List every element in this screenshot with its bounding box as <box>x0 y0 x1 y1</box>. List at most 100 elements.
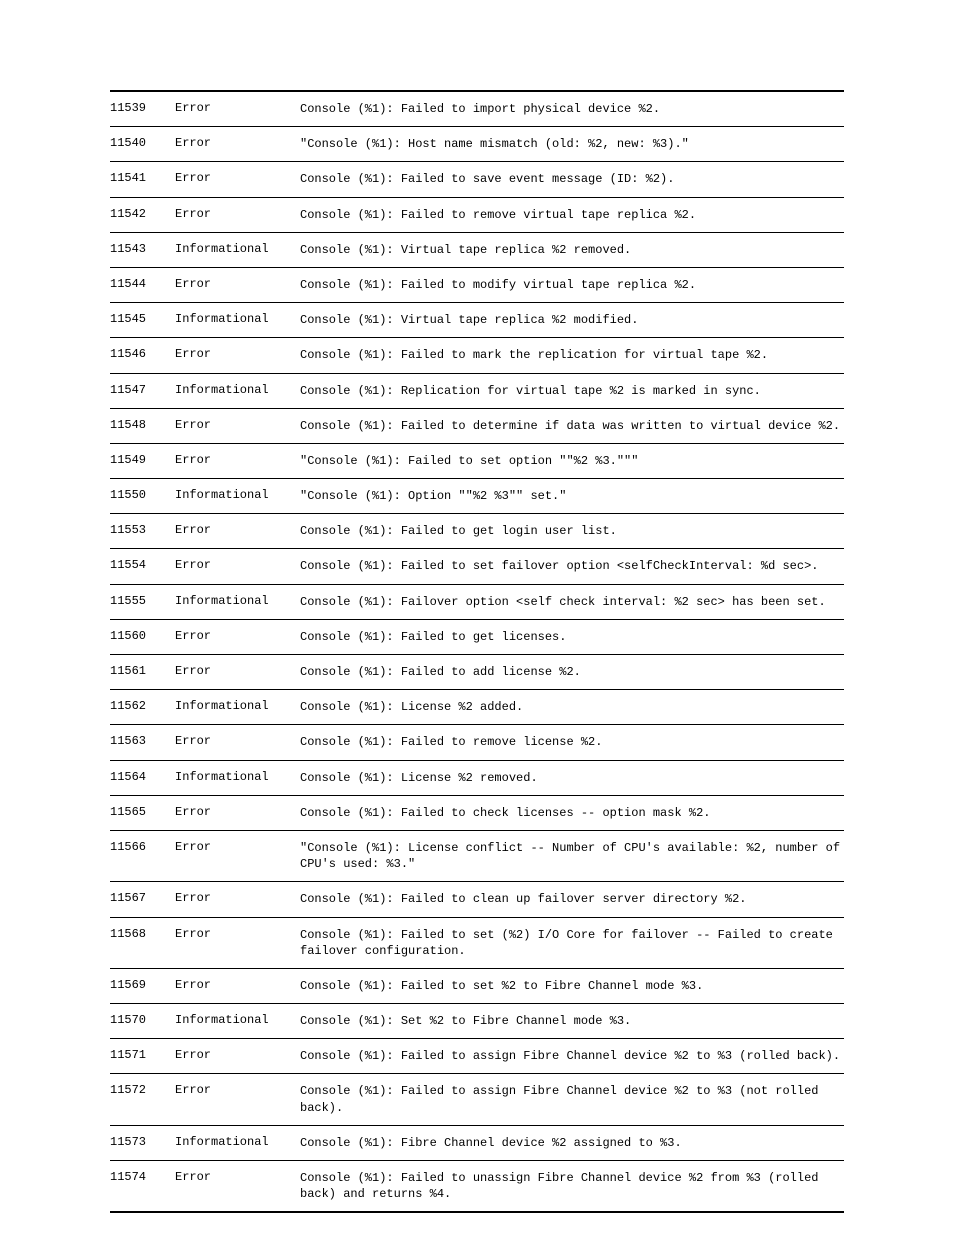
event-message: Console (%1): Virtual tape replica %2 re… <box>300 242 844 258</box>
event-severity: Error <box>175 101 300 115</box>
table-row: 11567ErrorConsole (%1): Failed to clean … <box>110 882 844 917</box>
event-message: Console (%1): Failed to save event messa… <box>300 171 844 187</box>
event-id: 11573 <box>110 1135 175 1149</box>
event-id: 11567 <box>110 891 175 905</box>
event-message: Console (%1): Failed to clean up failove… <box>300 891 844 907</box>
event-severity: Informational <box>175 312 300 326</box>
event-severity: Informational <box>175 488 300 502</box>
table-row: 11545InformationalConsole (%1): Virtual … <box>110 303 844 338</box>
event-id: 11553 <box>110 523 175 537</box>
table-row: 11574ErrorConsole (%1): Failed to unassi… <box>110 1161 844 1211</box>
event-message: Console (%1): Failed to set %2 to Fibre … <box>300 978 844 994</box>
table-row: 11563ErrorConsole (%1): Failed to remove… <box>110 725 844 760</box>
table-row: 11566Error"Console (%1): License conflic… <box>110 831 844 882</box>
event-id: 11548 <box>110 418 175 432</box>
event-severity: Error <box>175 927 300 941</box>
event-severity: Informational <box>175 242 300 256</box>
event-severity: Error <box>175 1083 300 1097</box>
event-message: Console (%1): Failed to get licenses. <box>300 629 844 645</box>
table-row: 11560ErrorConsole (%1): Failed to get li… <box>110 620 844 655</box>
event-id: 11571 <box>110 1048 175 1062</box>
table-row: 11543InformationalConsole (%1): Virtual … <box>110 233 844 268</box>
event-message: Console (%1): Failed to check licenses -… <box>300 805 844 821</box>
event-id: 11549 <box>110 453 175 467</box>
table-row: 11544ErrorConsole (%1): Failed to modify… <box>110 268 844 303</box>
event-severity: Informational <box>175 383 300 397</box>
event-message: Console (%1): License %2 removed. <box>300 770 844 786</box>
table-row: 11562InformationalConsole (%1): License … <box>110 690 844 725</box>
event-id: 11554 <box>110 558 175 572</box>
event-severity: Error <box>175 418 300 432</box>
table-row: 11550Informational"Console (%1): Option … <box>110 479 844 514</box>
event-severity: Error <box>175 664 300 678</box>
event-message: Console (%1): Failed to set failover opt… <box>300 558 844 574</box>
event-message: Console (%1): Failed to set (%2) I/O Cor… <box>300 927 844 959</box>
table-row: 11568ErrorConsole (%1): Failed to set (%… <box>110 918 844 969</box>
event-message: Console (%1): Failed to remove virtual t… <box>300 207 844 223</box>
event-severity: Error <box>175 840 300 854</box>
event-severity: Error <box>175 629 300 643</box>
event-message: Console (%1): Failed to assign Fibre Cha… <box>300 1083 844 1115</box>
event-id: 11542 <box>110 207 175 221</box>
event-message: Console (%1): Failed to unassign Fibre C… <box>300 1170 844 1202</box>
event-severity: Error <box>175 207 300 221</box>
event-message: Console (%1): Virtual tape replica %2 mo… <box>300 312 844 328</box>
event-id: 11569 <box>110 978 175 992</box>
event-id: 11550 <box>110 488 175 502</box>
table-row: 11572ErrorConsole (%1): Failed to assign… <box>110 1074 844 1125</box>
table-row: 11541ErrorConsole (%1): Failed to save e… <box>110 162 844 197</box>
event-id: 11541 <box>110 171 175 185</box>
table-row: 11539ErrorConsole (%1): Failed to import… <box>110 92 844 127</box>
event-severity: Informational <box>175 594 300 608</box>
event-id: 11560 <box>110 629 175 643</box>
event-severity: Error <box>175 453 300 467</box>
event-message: Console (%1): Replication for virtual ta… <box>300 383 844 399</box>
event-id: 11544 <box>110 277 175 291</box>
event-id: 11547 <box>110 383 175 397</box>
event-message: Console (%1): Failed to remove license %… <box>300 734 844 750</box>
event-message: Console (%1): Fibre Channel device %2 as… <box>300 1135 844 1151</box>
event-severity: Error <box>175 277 300 291</box>
table-row: 11553ErrorConsole (%1): Failed to get lo… <box>110 514 844 549</box>
event-id: 11572 <box>110 1083 175 1097</box>
event-id: 11568 <box>110 927 175 941</box>
event-id: 11546 <box>110 347 175 361</box>
event-severity: Error <box>175 1170 300 1184</box>
event-message: Console (%1): License %2 added. <box>300 699 844 715</box>
event-message: Console (%1): Failover option <self chec… <box>300 594 844 610</box>
event-message: Console (%1): Failed to modify virtual t… <box>300 277 844 293</box>
event-severity: Error <box>175 558 300 572</box>
table-row: 11540Error"Console (%1): Host name misma… <box>110 127 844 162</box>
event-message: Console (%1): Failed to add license %2. <box>300 664 844 680</box>
event-severity: Error <box>175 347 300 361</box>
event-severity: Error <box>175 891 300 905</box>
table-row: 11564InformationalConsole (%1): License … <box>110 761 844 796</box>
table-row: 11571ErrorConsole (%1): Failed to assign… <box>110 1039 844 1074</box>
table-row: 11555InformationalConsole (%1): Failover… <box>110 585 844 620</box>
table-row: 11546ErrorConsole (%1): Failed to mark t… <box>110 338 844 373</box>
event-severity: Informational <box>175 770 300 784</box>
event-id: 11564 <box>110 770 175 784</box>
table-row: 11561ErrorConsole (%1): Failed to add li… <box>110 655 844 690</box>
event-id: 11565 <box>110 805 175 819</box>
event-severity: Error <box>175 978 300 992</box>
event-id: 11555 <box>110 594 175 608</box>
table-row: 11542ErrorConsole (%1): Failed to remove… <box>110 198 844 233</box>
event-message: Console (%1): Failed to get login user l… <box>300 523 844 539</box>
event-severity: Error <box>175 523 300 537</box>
event-id: 11563 <box>110 734 175 748</box>
event-id: 11566 <box>110 840 175 854</box>
event-id: 11539 <box>110 101 175 115</box>
event-id: 11562 <box>110 699 175 713</box>
event-log-table: 11539ErrorConsole (%1): Failed to import… <box>110 90 844 1213</box>
table-row: 11565ErrorConsole (%1): Failed to check … <box>110 796 844 831</box>
event-severity: Informational <box>175 1013 300 1027</box>
event-severity: Error <box>175 734 300 748</box>
table-row: 11569ErrorConsole (%1): Failed to set %2… <box>110 969 844 1004</box>
event-id: 11543 <box>110 242 175 256</box>
event-severity: Error <box>175 805 300 819</box>
table-row: 11554ErrorConsole (%1): Failed to set fa… <box>110 549 844 584</box>
event-id: 11545 <box>110 312 175 326</box>
event-message: Console (%1): Failed to determine if dat… <box>300 418 844 434</box>
event-message: Console (%1): Failed to assign Fibre Cha… <box>300 1048 844 1064</box>
